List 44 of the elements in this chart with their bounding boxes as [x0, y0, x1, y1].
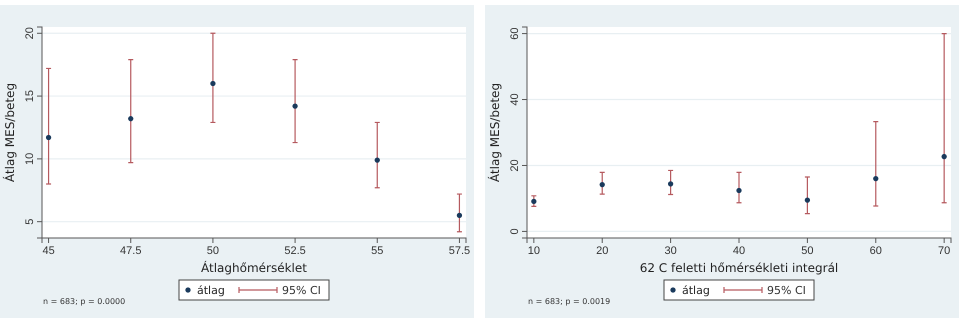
y-tick-label: 20 [509, 159, 521, 172]
point [531, 198, 536, 204]
text: n = 683; p = 0.0000 [43, 297, 126, 306]
y-tick-label: 15 [24, 90, 36, 102]
x-tick-label: 60 [870, 244, 882, 257]
x-axis-title: 62 C feletti hőmérsékleti integrál [640, 261, 838, 275]
x-tick-label: 70 [938, 244, 950, 257]
x-tick-label: 30 [664, 244, 677, 257]
x-tick-label: 47.5 [120, 244, 142, 257]
x-axis-title: Átlaghőmérséklet [201, 260, 308, 275]
y-tick-label: 60 [509, 27, 521, 40]
point [804, 197, 810, 203]
y-axis-title: Átlag MES/beteg [487, 82, 502, 182]
point [210, 80, 216, 86]
x-tick-label: 10 [528, 244, 540, 257]
point [873, 176, 878, 182]
x-tick-label: 45 [42, 244, 55, 257]
y-tick-label: 10 [24, 152, 36, 165]
y-tick-label: 0 [509, 228, 521, 234]
point [600, 182, 605, 188]
legend-label: átlag [197, 284, 225, 297]
point [292, 103, 298, 109]
legend-label: átlag [682, 284, 710, 297]
x-tick-label: 50 [801, 244, 814, 257]
point [456, 212, 462, 218]
x-tick-label: 52.5 [284, 244, 306, 257]
y-tick-label: 40 [509, 93, 521, 106]
x-tick-label: 40 [732, 244, 746, 257]
y-tick-label: 5 [24, 218, 36, 225]
point [46, 134, 52, 140]
point [668, 181, 674, 187]
point [736, 188, 742, 194]
y-axis-title: Átlag MES/beteg [2, 82, 17, 182]
y-tick-label: 20 [24, 27, 36, 40]
x-tick-label: 50 [206, 244, 220, 257]
x-tick-label: 20 [596, 244, 608, 257]
point [128, 116, 134, 122]
point [942, 154, 947, 160]
x-tick-label: 57.5 [448, 244, 470, 257]
text: 95% CI [282, 284, 321, 297]
text: 95% CI [767, 284, 806, 297]
point [374, 157, 380, 163]
x-tick-label: 55 [371, 244, 384, 257]
text: n = 683; p = 0.0019 [528, 297, 610, 306]
